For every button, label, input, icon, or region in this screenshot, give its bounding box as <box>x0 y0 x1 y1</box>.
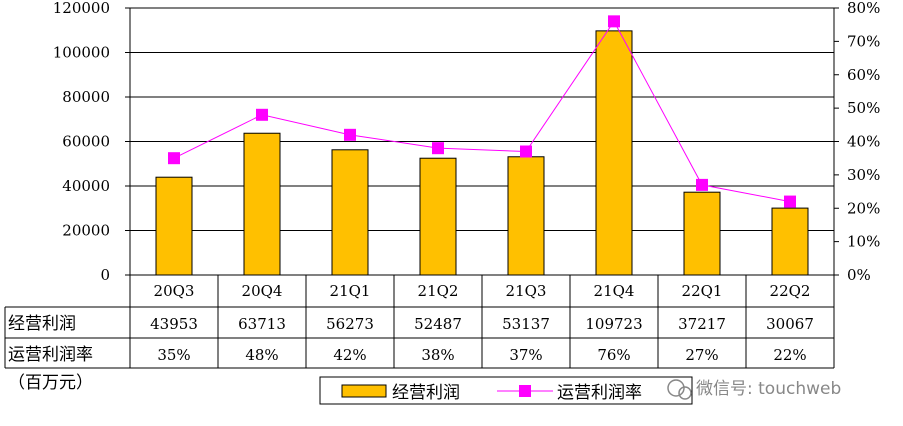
line-point <box>432 142 444 155</box>
category-label: 21Q3 <box>506 282 547 300</box>
left-tick-label: 20000 <box>62 222 110 240</box>
line-point <box>168 152 180 165</box>
table-cell: 35% <box>157 346 190 364</box>
category-label: 21Q1 <box>330 282 371 300</box>
left-tick-label: 40000 <box>62 177 110 195</box>
line-point <box>696 178 708 191</box>
bar-series <box>155 30 809 276</box>
category-label: 22Q2 <box>770 282 811 300</box>
right-tick-label: 70% <box>847 32 880 50</box>
table-cell: 109723 <box>585 315 642 333</box>
right-tick-label: 10% <box>847 233 880 251</box>
table-cell: 76% <box>597 346 630 364</box>
data-table: 20Q3 20Q4 21Q1 21Q2 21Q3 21Q4 22Q1 22Q2 经营利润 4395… <box>4 275 835 369</box>
table-cell: 30067 <box>766 315 814 333</box>
unit-note: （百万元） <box>8 373 93 393</box>
left-tick-label: 100000 <box>53 44 110 62</box>
table-cell: 56273 <box>326 315 374 333</box>
left-tick-label: 120000 <box>53 0 110 17</box>
wechat-icon-inner <box>678 386 692 400</box>
right-tick-label: 40% <box>847 133 880 151</box>
right-tick-label: 80% <box>847 0 880 17</box>
right-tick-label: 30% <box>847 166 880 184</box>
bar <box>595 30 633 276</box>
bar <box>155 176 193 276</box>
line-series <box>168 15 796 208</box>
watermark: 微信号: touchweb <box>667 379 841 400</box>
line-point <box>784 195 796 208</box>
table-row-label: 经营利润 <box>8 314 76 334</box>
line-point <box>344 128 356 141</box>
table-cell: 53137 <box>502 315 550 333</box>
right-tick-label: 50% <box>847 99 880 117</box>
table-cell: 37217 <box>678 315 726 333</box>
category-label: 20Q4 <box>242 282 283 300</box>
table-cell: 27% <box>685 346 718 364</box>
legend-label: 经营利润 <box>392 383 460 403</box>
legend-label: 运营利润率 <box>557 383 642 403</box>
right-tick-label: 20% <box>847 199 880 217</box>
bar <box>419 157 457 276</box>
gridlines <box>130 7 834 231</box>
table-cell: 48% <box>245 346 278 364</box>
table-cell: 37% <box>509 346 542 364</box>
left-tick-label: 80000 <box>62 88 110 106</box>
series-line <box>173 20 791 203</box>
category-label: 21Q4 <box>594 282 635 300</box>
watermark-text: 微信号: touchweb <box>696 379 841 399</box>
table-cell: 52487 <box>414 315 462 333</box>
right-axis-ticks: 0% 10% 20% 30% 40% 50% 60% 70% 80% <box>847 0 880 284</box>
table-cell: 43953 <box>150 315 198 333</box>
table-cell: 38% <box>421 346 454 364</box>
category-label: 21Q2 <box>418 282 459 300</box>
left-tick-label: 60000 <box>62 133 110 151</box>
bar <box>331 149 369 276</box>
left-axis-ticks: 0 20000 40000 60000 80000 100000 120000 <box>53 0 110 284</box>
line-point <box>256 108 268 121</box>
legend-marker <box>519 385 531 397</box>
wechat-icon <box>667 379 685 397</box>
bar <box>507 156 545 276</box>
bar <box>771 207 809 276</box>
table-cell: 63713 <box>238 315 286 333</box>
right-tick-label: 60% <box>847 66 880 84</box>
category-label: 20Q3 <box>154 282 195 300</box>
table-row-label: 运营利润率 <box>8 345 93 365</box>
left-tick-label: 0 <box>100 266 110 284</box>
table-cell: 22% <box>773 346 806 364</box>
line-point <box>520 145 532 158</box>
category-label: 22Q1 <box>682 282 723 300</box>
line-point <box>608 15 620 28</box>
legend: 经营利润 运营利润率 <box>319 376 693 405</box>
right-tick-label: 0% <box>847 266 871 284</box>
bar <box>243 132 281 276</box>
bar <box>683 191 721 276</box>
legend-bar-swatch <box>341 384 387 398</box>
table-cell: 42% <box>333 346 366 364</box>
